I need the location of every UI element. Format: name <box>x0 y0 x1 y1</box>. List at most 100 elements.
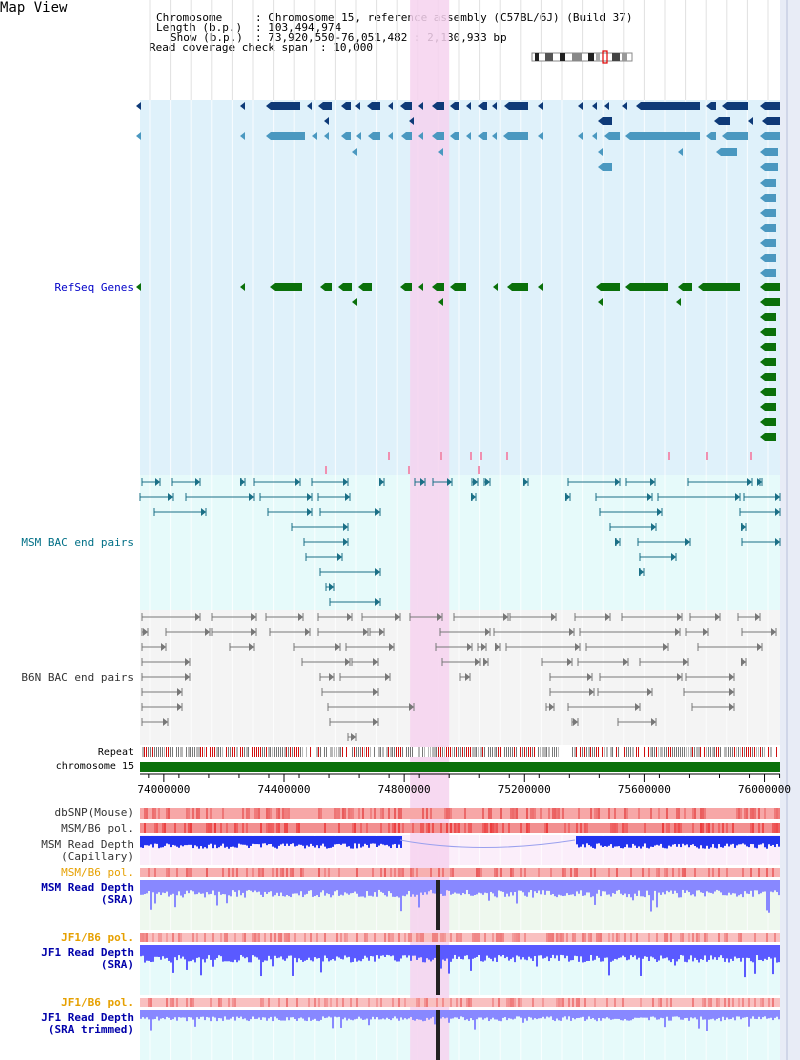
bac-pair <box>615 538 621 546</box>
jf1-trimmed-gap-marker <box>436 1010 440 1060</box>
msm-b6-pol2-bar <box>140 868 780 877</box>
gene-feature <box>598 148 603 156</box>
gene-feature <box>388 132 393 140</box>
gene-feature <box>636 102 700 110</box>
gene-feature <box>604 132 620 140</box>
gene-feature <box>748 117 753 125</box>
gene-feature <box>760 179 776 187</box>
bac-pair <box>141 613 201 621</box>
gene-feature <box>352 298 357 306</box>
gene-feature <box>240 283 245 291</box>
msm-sra-gap-marker <box>436 880 440 930</box>
bac-pair <box>685 673 735 681</box>
bac-pair <box>459 673 471 681</box>
dbsnp-label: dbSNP(Mouse) <box>54 806 134 819</box>
gene-feature <box>136 132 141 140</box>
gene-feature <box>760 102 780 110</box>
gene-feature <box>762 117 780 125</box>
gene-feature <box>760 163 778 171</box>
bac-pair <box>211 628 257 636</box>
page-title: Map View <box>0 0 68 16</box>
gene-feature <box>706 102 716 110</box>
gene-feature <box>450 132 459 140</box>
bac-pair <box>339 673 391 681</box>
jf1-depth-trimmed-bars <box>140 1010 780 1031</box>
bac-pair <box>319 568 381 576</box>
chromosome-ideogram <box>531 50 633 64</box>
bac-pair <box>689 613 721 621</box>
gene-feature <box>270 283 302 291</box>
gene-feature <box>760 418 776 426</box>
bac-pair <box>657 493 741 501</box>
bac-pair <box>319 508 381 516</box>
gene-feature <box>324 132 329 140</box>
bac-pair <box>685 628 709 636</box>
gene-feature <box>492 132 497 140</box>
gene-feature <box>760 313 776 321</box>
axis-tick-label: 76000000 <box>738 783 791 796</box>
bac-pair <box>441 658 481 666</box>
refseq-pink-tick <box>750 452 752 460</box>
refseq-pink-tick <box>478 466 480 474</box>
bac-pair <box>477 643 487 651</box>
msm-depth-sra-sublabel: (SRA) <box>100 893 134 906</box>
bac-pair <box>303 538 349 546</box>
gene-feature <box>538 283 543 291</box>
msm-b6-pol2-label: MSM/B6 pol. <box>61 866 134 879</box>
bac-pair <box>697 643 763 651</box>
bac-pair <box>737 613 761 621</box>
gene-feature <box>338 283 352 291</box>
bac-pair <box>379 478 385 486</box>
bac-pair <box>637 538 691 546</box>
gene-feature <box>136 283 141 291</box>
gene-feature <box>578 102 583 110</box>
bac-pair <box>571 718 579 726</box>
gene-feature <box>418 283 423 291</box>
gene-feature <box>320 283 332 291</box>
gene-feature <box>698 283 740 291</box>
gene-feature <box>760 239 776 247</box>
b6n-bac-label[interactable]: B6N BAC end pairs <box>21 671 134 684</box>
jf1-b6-pol2-bar <box>140 998 780 1007</box>
jf1-b6-pol-bar <box>140 933 780 942</box>
chromosome-bar <box>140 762 780 772</box>
bac-pair <box>545 703 555 711</box>
bac-pair <box>351 658 379 666</box>
refseq-genes-label[interactable]: RefSeq Genes <box>54 281 134 294</box>
gene-feature <box>598 298 603 306</box>
bac-pair <box>141 658 191 666</box>
bac-pair <box>757 478 763 486</box>
gene-feature <box>714 117 730 125</box>
gene-feature <box>598 117 612 125</box>
bac-pair <box>141 628 149 636</box>
bac-pair <box>435 643 473 651</box>
msm-depth-sra-bars <box>140 880 780 913</box>
gene-feature <box>760 283 780 291</box>
msm-bac-label[interactable]: MSM BAC end pairs <box>21 536 134 549</box>
bac-pair <box>493 628 575 636</box>
coverage-value: : 10,000 <box>320 41 373 54</box>
repeat-label: Repeat <box>97 747 134 758</box>
jf1-depth-trimmed-label: JF1 Read Depth <box>41 1011 134 1024</box>
bac-pair <box>153 508 207 516</box>
refseq-pink-tick <box>480 452 482 460</box>
bac-pair <box>691 703 735 711</box>
bac-pair <box>483 478 491 486</box>
msm-b6-pol-bar <box>140 823 780 833</box>
bac-pair <box>739 508 781 516</box>
bac-pair <box>269 628 311 636</box>
bac-pair <box>317 613 353 621</box>
gene-feature <box>504 102 528 110</box>
gene-feature <box>438 148 443 156</box>
gene-feature <box>324 117 329 125</box>
bac-pair <box>549 673 593 681</box>
right-scrollbar[interactable] <box>780 0 800 1060</box>
gene-feature <box>492 102 497 110</box>
axis-tick-label: 74400000 <box>258 783 311 796</box>
bac-pair <box>347 733 357 741</box>
gene-feature <box>760 148 778 156</box>
gene-feature <box>760 358 776 366</box>
right-scrollbar-track[interactable] <box>786 0 788 1060</box>
bac-pair <box>317 628 369 636</box>
